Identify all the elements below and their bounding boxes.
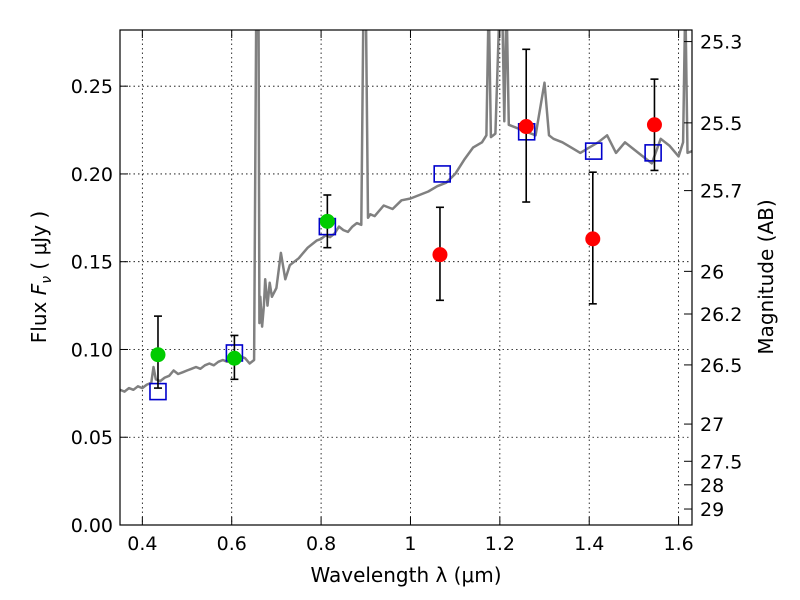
observed-nir-point — [432, 247, 448, 263]
y-tick-label: 0.05 — [71, 427, 113, 449]
y-tick-label: 0.15 — [71, 252, 113, 274]
model-photometry-square — [433, 165, 451, 183]
y-label-subscript: ν — [39, 276, 55, 284]
magnitude-tick-label: 27 — [700, 414, 724, 436]
y-label-suffix: ( μJy ) — [27, 211, 51, 276]
magnitude-tick-label: 25.7 — [700, 181, 742, 203]
model-spectrum-line — [120, 30, 692, 393]
observed-optical-point — [150, 347, 166, 363]
marker-layer — [149, 48, 662, 401]
observed-nir-point — [518, 119, 534, 135]
x-tick-label: 1.4 — [574, 533, 604, 555]
y-tick-label: 0.10 — [71, 339, 113, 361]
spectrum-layer — [120, 30, 692, 393]
magnitude-axis-label: Magnitude (AB) — [754, 199, 778, 354]
model-photometry-square — [644, 144, 662, 162]
y-label-prefix: Flux — [27, 295, 51, 343]
x-tick-label: 1 — [404, 533, 416, 555]
y-tick-label: 0.00 — [71, 515, 113, 537]
y-label-symbol: F — [27, 283, 51, 295]
y-tick-label: 0.25 — [71, 76, 113, 98]
magnitude-tick-label: 27.5 — [700, 451, 742, 473]
axis-ticks: 0.4 0.6 0.8 1 1.2 1.4 1.6 0.00 0.05 0.10 0.15 0.20 0… — [71, 30, 742, 555]
y-axis-label: Flux Fν ( μJy ) — [27, 211, 55, 343]
x-tick-label: 1.2 — [485, 533, 515, 555]
magnitude-tick-label: 26.2 — [700, 304, 742, 326]
observed-nir-point — [585, 231, 601, 247]
observed-nir-point — [646, 117, 662, 133]
x-tick-label: 0.4 — [127, 533, 157, 555]
y-tick-label: 0.20 — [71, 164, 113, 186]
magnitude-tick-label: 26.5 — [700, 355, 742, 377]
x-tick-label: 1.6 — [663, 533, 693, 555]
x-tick-label: 0.6 — [217, 533, 247, 555]
observed-optical-point — [319, 213, 335, 229]
magnitude-tick-label: 26 — [700, 261, 724, 283]
x-axis-label: Wavelength λ (μm) — [310, 563, 501, 587]
plot-frame — [119, 29, 693, 526]
magnitude-tick-label: 25.5 — [700, 113, 742, 135]
observed-optical-point — [226, 350, 242, 366]
model-photometry-square — [584, 142, 603, 160]
magnitude-tick-label: 29 — [700, 499, 724, 521]
x-tick-label: 0.8 — [306, 533, 336, 555]
magnitude-tick-label: 25.3 — [700, 32, 742, 54]
magnitude-tick-label: 28 — [700, 475, 724, 497]
